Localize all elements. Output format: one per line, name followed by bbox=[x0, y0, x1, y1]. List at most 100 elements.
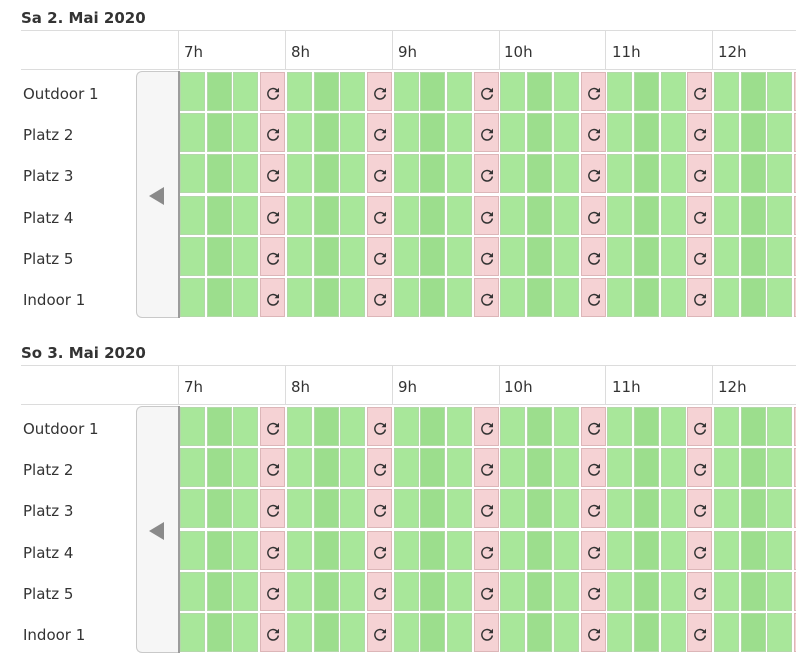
slot-free[interactable] bbox=[527, 72, 553, 111]
slot-free[interactable] bbox=[767, 195, 793, 235]
slot-free[interactable] bbox=[767, 448, 793, 488]
slot-free[interactable] bbox=[633, 154, 659, 194]
slot-booked[interactable] bbox=[260, 195, 286, 235]
slot-free[interactable] bbox=[740, 278, 766, 317]
slot-free[interactable] bbox=[340, 407, 366, 446]
slot-free[interactable] bbox=[740, 154, 766, 194]
slot-free[interactable] bbox=[660, 278, 686, 317]
slot-free[interactable] bbox=[740, 489, 766, 529]
slot-free[interactable] bbox=[340, 154, 366, 194]
slot-booked[interactable] bbox=[580, 448, 606, 488]
slot-free[interactable] bbox=[740, 236, 766, 276]
slot-free[interactable] bbox=[233, 448, 259, 488]
slot-free[interactable] bbox=[180, 407, 205, 446]
slot-free[interactable] bbox=[447, 571, 472, 611]
slot-free[interactable] bbox=[313, 407, 339, 446]
slot-free[interactable] bbox=[286, 278, 312, 317]
slot-free[interactable] bbox=[393, 530, 419, 570]
slot-free[interactable] bbox=[420, 407, 446, 446]
slot-free[interactable] bbox=[393, 571, 419, 611]
slot-free[interactable] bbox=[420, 113, 446, 153]
slot-free[interactable] bbox=[393, 407, 419, 446]
slot-free[interactable] bbox=[393, 236, 419, 276]
slot-free[interactable] bbox=[660, 571, 686, 611]
slot-free[interactable] bbox=[313, 195, 339, 235]
slot-free[interactable] bbox=[607, 154, 633, 194]
slot-booked[interactable] bbox=[366, 489, 392, 529]
slot-free[interactable] bbox=[633, 195, 659, 235]
slot-free[interactable] bbox=[340, 613, 366, 652]
slot-free[interactable] bbox=[740, 72, 766, 111]
slot-booked[interactable] bbox=[580, 195, 606, 235]
slot-free[interactable] bbox=[180, 530, 205, 570]
slot-booked[interactable] bbox=[687, 113, 713, 153]
slot-free[interactable] bbox=[340, 571, 366, 611]
slot-free[interactable] bbox=[714, 154, 739, 194]
slot-free[interactable] bbox=[553, 278, 579, 317]
slot-free[interactable] bbox=[767, 154, 793, 194]
slot-free[interactable] bbox=[767, 489, 793, 529]
slot-booked[interactable] bbox=[473, 278, 499, 317]
slot-free[interactable] bbox=[206, 489, 232, 529]
slot-free[interactable] bbox=[714, 489, 739, 529]
slot-free[interactable] bbox=[233, 278, 259, 317]
slot-free[interactable] bbox=[286, 530, 312, 570]
slot-free[interactable] bbox=[206, 407, 232, 446]
slot-free[interactable] bbox=[180, 571, 205, 611]
slot-free[interactable] bbox=[286, 236, 312, 276]
slot-free[interactable] bbox=[286, 407, 312, 446]
slot-free[interactable] bbox=[447, 154, 472, 194]
slot-free[interactable] bbox=[393, 195, 419, 235]
slot-free[interactable] bbox=[286, 195, 312, 235]
slot-booked[interactable] bbox=[473, 236, 499, 276]
slot-free[interactable] bbox=[714, 530, 739, 570]
slot-free[interactable] bbox=[206, 571, 232, 611]
slot-free[interactable] bbox=[607, 236, 633, 276]
slot-free[interactable] bbox=[180, 154, 205, 194]
slot-booked[interactable] bbox=[687, 489, 713, 529]
slot-free[interactable] bbox=[233, 195, 259, 235]
slot-free[interactable] bbox=[180, 613, 205, 652]
slot-free[interactable] bbox=[420, 72, 446, 111]
slot-booked[interactable] bbox=[687, 236, 713, 276]
slot-booked[interactable] bbox=[794, 489, 796, 529]
slot-free[interactable] bbox=[500, 407, 526, 446]
slot-free[interactable] bbox=[633, 407, 659, 446]
slot-booked[interactable] bbox=[366, 195, 392, 235]
slot-free[interactable] bbox=[286, 448, 312, 488]
slot-free[interactable] bbox=[607, 530, 633, 570]
slot-free[interactable] bbox=[286, 613, 312, 652]
slot-free[interactable] bbox=[420, 236, 446, 276]
slot-free[interactable] bbox=[607, 195, 633, 235]
slot-booked[interactable] bbox=[580, 407, 606, 446]
slot-free[interactable] bbox=[527, 571, 553, 611]
slot-free[interactable] bbox=[447, 278, 472, 317]
slot-free[interactable] bbox=[527, 407, 553, 446]
slot-free[interactable] bbox=[420, 613, 446, 652]
slot-booked[interactable] bbox=[260, 613, 286, 652]
slot-booked[interactable] bbox=[794, 613, 796, 652]
slot-free[interactable] bbox=[633, 72, 659, 111]
slot-free[interactable] bbox=[633, 571, 659, 611]
slot-free[interactable] bbox=[393, 154, 419, 194]
slot-free[interactable] bbox=[340, 489, 366, 529]
slot-free[interactable] bbox=[206, 113, 232, 153]
slot-free[interactable] bbox=[740, 448, 766, 488]
slot-free[interactable] bbox=[313, 448, 339, 488]
slot-free[interactable] bbox=[660, 195, 686, 235]
slot-free[interactable] bbox=[233, 236, 259, 276]
slot-free[interactable] bbox=[340, 236, 366, 276]
slot-free[interactable] bbox=[500, 571, 526, 611]
prev-time-button[interactable] bbox=[136, 71, 178, 318]
slot-free[interactable] bbox=[527, 113, 553, 153]
slot-free[interactable] bbox=[607, 72, 633, 111]
slot-free[interactable] bbox=[340, 113, 366, 153]
slot-free[interactable] bbox=[286, 72, 312, 111]
slot-booked[interactable] bbox=[366, 530, 392, 570]
slot-free[interactable] bbox=[500, 489, 526, 529]
slot-free[interactable] bbox=[527, 278, 553, 317]
slot-free[interactable] bbox=[714, 613, 739, 652]
slot-booked[interactable] bbox=[366, 72, 392, 111]
slot-booked[interactable] bbox=[473, 571, 499, 611]
slot-free[interactable] bbox=[553, 72, 579, 111]
